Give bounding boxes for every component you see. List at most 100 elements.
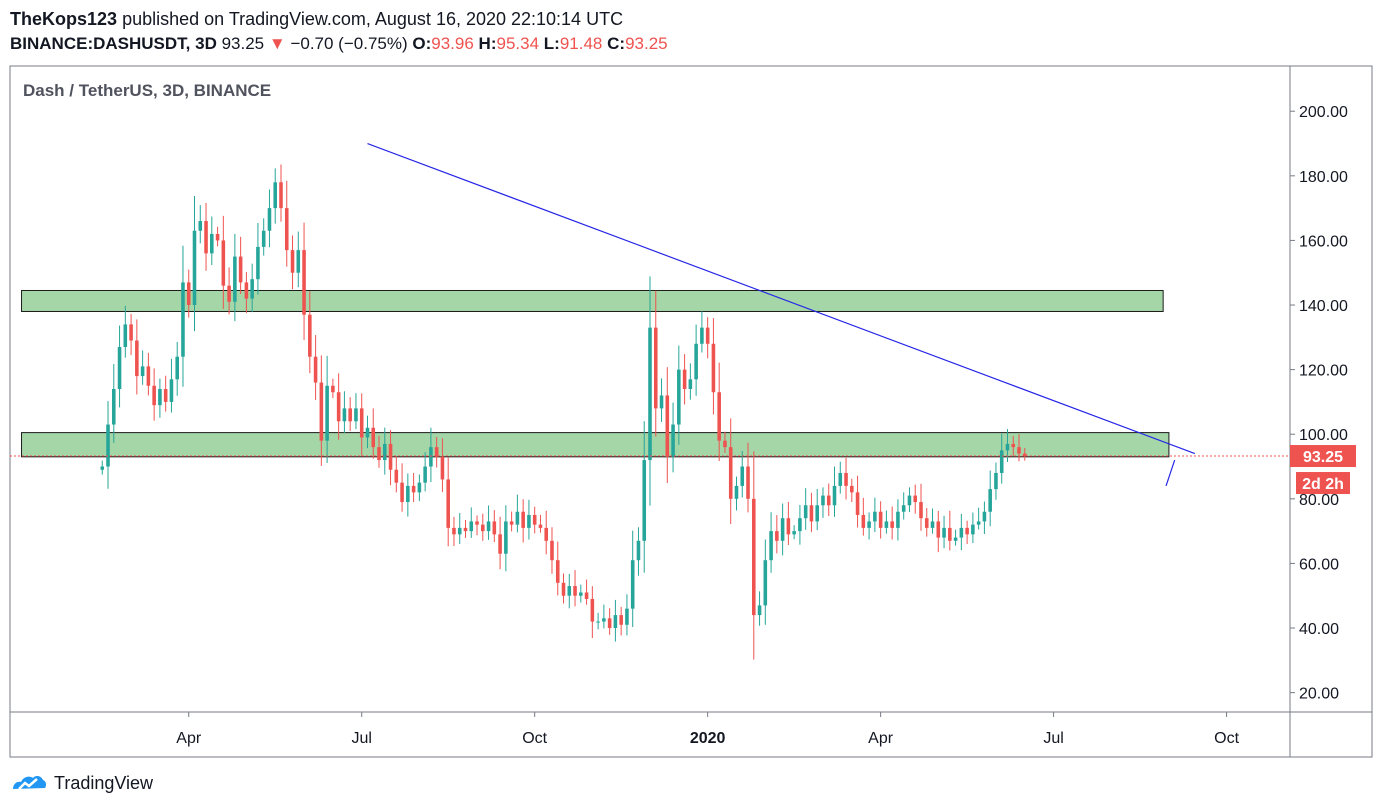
candle-body xyxy=(302,250,306,315)
candle-body xyxy=(740,466,745,486)
candle-body xyxy=(169,379,174,402)
candle-body xyxy=(273,182,278,209)
candle-body xyxy=(573,586,577,596)
close-value: 93.25 xyxy=(625,34,668,53)
candle-body xyxy=(648,327,652,461)
candle-body xyxy=(354,408,358,422)
candle-body xyxy=(382,443,387,461)
candle-body xyxy=(694,343,698,380)
candle-body xyxy=(671,424,675,457)
candle-body xyxy=(688,379,693,389)
candle-body xyxy=(1022,453,1027,457)
candle-body xyxy=(475,521,479,525)
candle-body xyxy=(284,208,289,251)
candle-body xyxy=(486,521,491,532)
close-label: C: xyxy=(607,34,626,53)
published-text: published on TradingView.com, August 16,… xyxy=(122,9,624,29)
x-tick-label: Apr xyxy=(868,730,894,747)
candle-body xyxy=(613,615,618,629)
high-label: H: xyxy=(478,34,497,53)
low-value: 91.48 xyxy=(559,34,603,53)
candle-body xyxy=(400,482,404,503)
candle-body xyxy=(452,527,456,535)
candle-body xyxy=(308,314,312,357)
x-tick-label: Apr xyxy=(176,730,202,747)
candle-body xyxy=(129,324,133,341)
candle-body xyxy=(244,282,249,299)
candle-body xyxy=(982,511,987,522)
chart-title: Dash / TetherUS, 3D, BINANCE xyxy=(23,81,271,100)
candle-body xyxy=(700,327,704,344)
author-name[interactable]: TheKops123 xyxy=(10,9,118,29)
candle-body xyxy=(884,521,889,528)
candle-body xyxy=(555,560,560,583)
x-tick-label: Jul xyxy=(351,730,371,747)
y-tick-label: 160.00 xyxy=(1299,233,1348,250)
candle-body xyxy=(971,524,975,535)
change-value: −0.70 (−0.75%) xyxy=(290,34,408,53)
candle-body xyxy=(521,511,525,528)
candle-body xyxy=(630,560,635,609)
candle-body xyxy=(907,495,912,506)
candle-body xyxy=(682,369,687,389)
candle-body xyxy=(619,615,623,625)
candle-body xyxy=(406,485,410,503)
candle-body xyxy=(550,540,554,561)
candle-body xyxy=(1011,443,1016,448)
candle-body xyxy=(158,389,162,406)
low-label: L: xyxy=(543,34,560,53)
y-tick-label: 140.00 xyxy=(1299,298,1348,315)
tradingview-logo-icon xyxy=(13,775,47,790)
candle-body xyxy=(873,511,877,522)
candle-body xyxy=(775,531,779,541)
candle-body xyxy=(313,356,318,383)
candle-body xyxy=(751,498,756,616)
change-down-icon: ▼ xyxy=(268,34,286,53)
footer-brand[interactable]: TradingView xyxy=(10,771,153,795)
candle-body xyxy=(175,356,179,380)
candle-body xyxy=(786,518,791,535)
candle-body xyxy=(717,392,721,441)
candle-body xyxy=(659,395,664,409)
candle-body xyxy=(953,537,958,541)
candle-body xyxy=(878,511,883,528)
candle-body xyxy=(965,527,969,535)
candle-body xyxy=(181,282,185,357)
candle-body xyxy=(861,514,866,528)
candle-body xyxy=(602,618,606,622)
candle-body xyxy=(584,592,589,599)
y-tick-label: 60.00 xyxy=(1299,556,1339,573)
candle-body xyxy=(498,534,502,554)
candle-body xyxy=(394,469,399,483)
candle-body xyxy=(388,443,393,470)
candle-body xyxy=(342,408,347,422)
candle-body xyxy=(135,340,139,377)
candle-body xyxy=(1017,447,1021,454)
candle-body xyxy=(936,521,941,538)
candle-body xyxy=(233,256,237,302)
candle-body xyxy=(371,427,376,448)
candle-body xyxy=(481,524,485,532)
candle-body xyxy=(377,447,381,461)
candle-body xyxy=(561,582,566,596)
candle-body xyxy=(117,347,122,389)
footer-brand-label: TradingView xyxy=(54,772,154,793)
candle-body xyxy=(111,389,116,425)
candle-body xyxy=(106,424,110,467)
candle-body xyxy=(417,482,422,493)
candle-body xyxy=(434,447,439,457)
candle-body xyxy=(123,324,128,348)
candle-body xyxy=(319,382,324,441)
candle-body xyxy=(221,240,226,286)
candle-body xyxy=(867,521,871,528)
candle-body xyxy=(198,221,203,231)
candle-body xyxy=(919,502,923,519)
candle-body xyxy=(999,450,1004,473)
x-tick-label: Oct xyxy=(1214,730,1239,747)
candle-body xyxy=(913,495,918,503)
candle-body xyxy=(636,540,641,561)
symbol-label[interactable]: BINANCE:DASHUSDT, 3D xyxy=(10,34,217,53)
candle-body xyxy=(567,586,572,596)
y-tick-label: 100.00 xyxy=(1299,427,1348,444)
